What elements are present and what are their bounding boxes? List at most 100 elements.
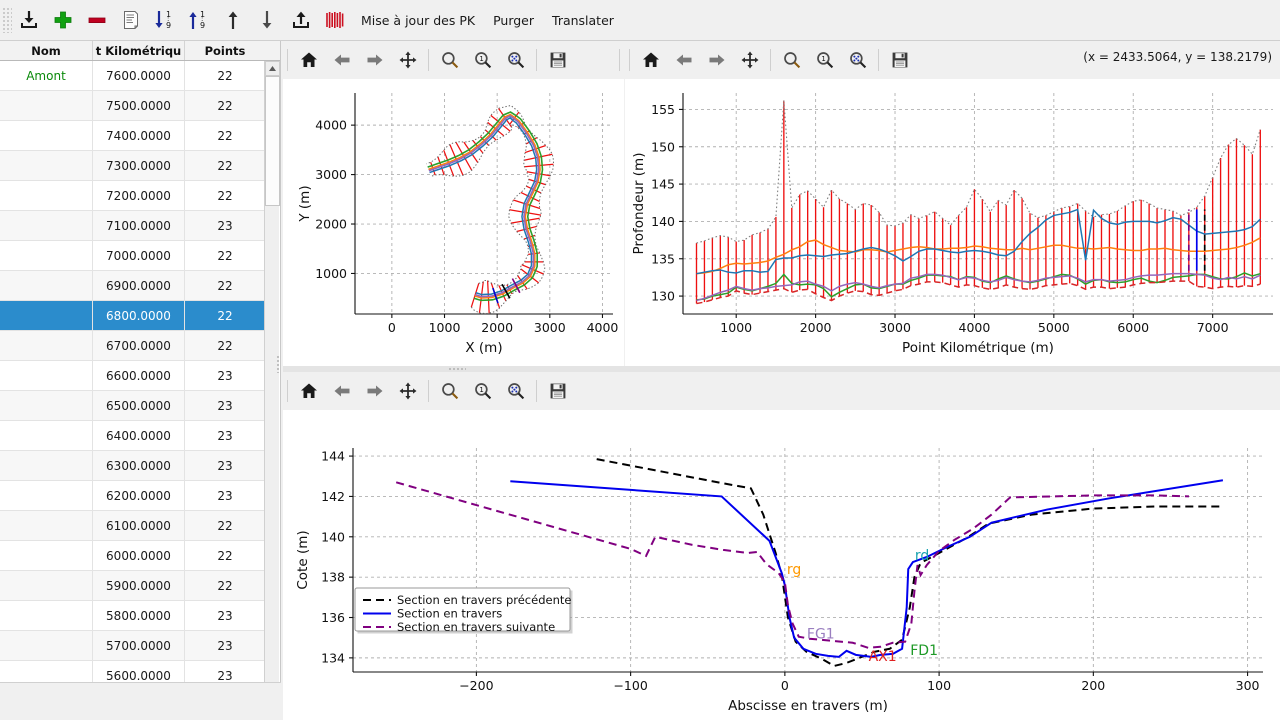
cell-points[interactable]: 22 [217, 98, 233, 113]
cell-pk[interactable]: 6100.0000 [93, 511, 185, 540]
cell-nom[interactable] [0, 631, 93, 660]
cell-points[interactable]: 23 [217, 668, 233, 683]
translater-button[interactable]: Translater [552, 12, 614, 28]
cell-nom[interactable] [0, 151, 93, 180]
back-arrow-icon[interactable] [325, 375, 358, 407]
home-icon[interactable] [292, 375, 325, 407]
cell-nom[interactable] [0, 601, 93, 630]
cell-points[interactable]: 22 [217, 68, 233, 83]
table-row[interactable]: 5700.0000 23 [0, 631, 265, 661]
cell-points[interactable]: 22 [217, 278, 233, 293]
add-icon[interactable] [46, 3, 80, 37]
zoom-points-icon[interactable] [499, 44, 532, 76]
pan-icon[interactable] [391, 375, 424, 407]
cell-nom[interactable] [0, 331, 93, 360]
plan-view-canvas[interactable]: 0 1000 2000 3000 4000 1000 2000 3000 4000 X (m) Y … [283, 79, 624, 366]
toolbar-drag-handle[interactable] [2, 7, 12, 33]
cell-points[interactable]: 23 [217, 368, 233, 383]
table-row[interactable]: 5800.0000 23 [0, 601, 265, 631]
cell-pk[interactable]: 7600.0000 [93, 61, 185, 90]
forward-arrow-icon[interactable] [358, 44, 391, 76]
pan-icon[interactable] [733, 44, 766, 76]
vertical-splitter-grip[interactable] [276, 355, 281, 373]
cell-pk[interactable]: 6000.0000 [93, 541, 185, 570]
table-row[interactable]: 7500.0000 22 [0, 91, 265, 121]
cell-pk[interactable]: 6300.0000 [93, 451, 185, 480]
table-row[interactable]: 7100.0000 23 [0, 211, 265, 241]
cell-points[interactable]: 22 [217, 128, 233, 143]
cell-pk[interactable]: 6800.0000 [93, 301, 185, 330]
table-row[interactable]: 6600.0000 23 [0, 361, 265, 391]
table-row[interactable]: 6200.0000 23 [0, 481, 265, 511]
cell-points[interactable]: 23 [217, 458, 233, 473]
table-body[interactable]: Amont 7600.0000 22 7500.0000 22 7400.0000 22 73… [0, 61, 265, 701]
cell-pk[interactable]: 7000.0000 [93, 241, 185, 270]
cell-nom[interactable] [0, 451, 93, 480]
cell-pk[interactable]: 5600.0000 [93, 661, 185, 690]
table-row[interactable]: 7000.0000 22 [0, 241, 265, 271]
table-row[interactable]: 6000.0000 22 [0, 541, 265, 571]
table-row[interactable]: 6500.0000 23 [0, 391, 265, 421]
horizontal-splitter[interactable] [283, 366, 1280, 372]
cell-nom[interactable] [0, 91, 93, 120]
cell-points[interactable]: 23 [217, 218, 233, 233]
purger-button[interactable]: Purger [493, 12, 535, 28]
table-row[interactable]: Amont 7600.0000 22 [0, 61, 265, 91]
cell-points[interactable]: 23 [217, 638, 233, 653]
cell-pk[interactable]: 5700.0000 [93, 631, 185, 660]
cell-pk[interactable]: 7500.0000 [93, 91, 185, 120]
home-icon[interactable] [292, 44, 325, 76]
cell-nom[interactable] [0, 481, 93, 510]
zoom-icon[interactable] [775, 44, 808, 76]
cell-pk[interactable]: 5900.0000 [93, 571, 185, 600]
table-row[interactable]: 7300.0000 22 [0, 151, 265, 181]
pan-icon[interactable] [391, 44, 424, 76]
move-down-icon[interactable] [250, 3, 284, 37]
cell-pk[interactable]: 6400.0000 [93, 421, 185, 450]
table-row[interactable]: 6100.0000 22 [0, 511, 265, 541]
cell-pk[interactable]: 6200.0000 [93, 481, 185, 510]
sections-icon[interactable] [318, 3, 352, 37]
cell-points[interactable]: 23 [217, 398, 233, 413]
cell-nom[interactable]: Amont [0, 61, 93, 90]
cell-nom[interactable] [0, 241, 93, 270]
back-arrow-icon[interactable] [667, 44, 700, 76]
scrollbar-thumb[interactable] [265, 76, 280, 206]
cell-nom[interactable] [0, 181, 93, 210]
zoom-one-icon[interactable]: 1 [466, 375, 499, 407]
sort-ascending-icon[interactable]: 1 : 9 [182, 3, 216, 37]
zoom-one-icon[interactable]: 1 [808, 44, 841, 76]
column-header-nom[interactable]: Nom [0, 41, 93, 60]
cell-points[interactable]: 22 [217, 518, 233, 533]
cell-nom[interactable] [0, 391, 93, 420]
back-arrow-icon[interactable] [325, 44, 358, 76]
table-row[interactable]: 7200.0000 22 [0, 181, 265, 211]
zoom-icon[interactable] [433, 375, 466, 407]
maj-pk-button[interactable]: Mise à jour des PK [361, 12, 476, 28]
import-icon[interactable] [12, 3, 46, 37]
cell-pk[interactable]: 6700.0000 [93, 331, 185, 360]
zoom-one-icon[interactable]: 1 [466, 44, 499, 76]
cell-points[interactable]: 22 [217, 308, 233, 323]
remove-icon[interactable] [80, 3, 114, 37]
home-icon[interactable] [634, 44, 667, 76]
zoom-points-icon[interactable] [841, 44, 874, 76]
save-icon[interactable] [541, 44, 574, 76]
table-row[interactable]: 5900.0000 22 [0, 571, 265, 601]
cell-points[interactable]: 23 [217, 488, 233, 503]
document-icon[interactable] [114, 3, 148, 37]
table-vertical-scrollbar[interactable] [264, 61, 280, 701]
sort-descending-icon[interactable]: 1 : 9 [148, 3, 182, 37]
cell-pk[interactable]: 7400.0000 [93, 121, 185, 150]
cell-nom[interactable] [0, 421, 93, 450]
forward-arrow-icon[interactable] [700, 44, 733, 76]
cell-points[interactable]: 22 [217, 548, 233, 563]
cell-pk[interactable]: 6600.0000 [93, 361, 185, 390]
table-row[interactable]: 6800.0000 22 [0, 301, 265, 331]
column-header-point-kilometrique[interactable]: t Kilométriqu [93, 41, 185, 60]
longitudinal-profile-canvas[interactable]: 1000 2000 3000 4000 5000 6000 7000 130 135 140 145… [625, 79, 1280, 366]
cell-points[interactable]: 22 [217, 578, 233, 593]
export-icon[interactable] [284, 3, 318, 37]
zoom-points-icon[interactable] [499, 375, 532, 407]
forward-arrow-icon[interactable] [358, 375, 391, 407]
